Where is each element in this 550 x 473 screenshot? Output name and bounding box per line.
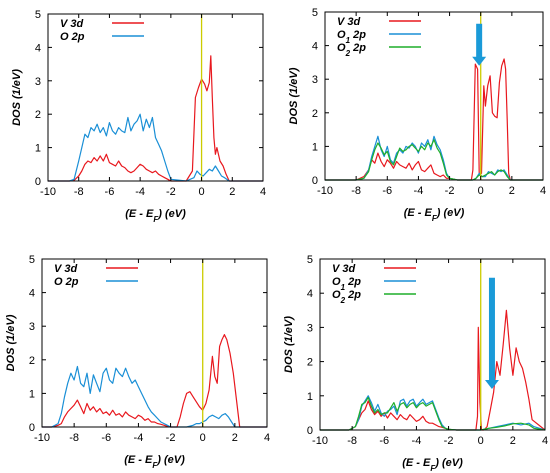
- legend-label-1: O 2p: [54, 276, 79, 288]
- y-tick-label: 2: [307, 357, 313, 369]
- y-tick-label: 5: [29, 254, 35, 266]
- y-tick-label: 1: [307, 391, 313, 403]
- series-line-0: [48, 55, 263, 182]
- y-tick-label: 3: [307, 322, 313, 334]
- x-tick-label: -6: [101, 432, 111, 444]
- legend-label-0: V 3d: [60, 18, 84, 30]
- x-tick-label: 4: [540, 185, 546, 197]
- series-line-2: [320, 396, 546, 431]
- y-tick-label: 3: [312, 74, 318, 86]
- x-axis-label: (E - EF) (eV): [402, 457, 463, 473]
- x-tick-label: -8: [351, 185, 361, 197]
- legend-label-0: V 3d: [337, 16, 361, 28]
- x-tick-label: 4: [542, 435, 548, 447]
- y-axis-label: DOS (1/eV): [5, 314, 17, 371]
- y-tick-label: 3: [29, 321, 35, 333]
- x-tick-label: -4: [134, 432, 144, 444]
- series-line-1: [48, 113, 263, 182]
- x-tick-label: -2: [166, 432, 176, 444]
- x-tick-label: -2: [166, 186, 176, 198]
- y-tick-label: 4: [35, 42, 41, 54]
- y-tick-label: 0: [35, 176, 41, 188]
- x-tick-label: -6: [105, 186, 115, 198]
- series-line-1: [320, 395, 546, 431]
- dos-panel-bottom-right: -10 -8 -6 -4 -2 0 2 4 0 1 2 3 4 5 (E - EF) (eV) DOS (1/…: [283, 254, 548, 473]
- y-axis-label: DOS (1/eV): [11, 69, 23, 126]
- y-tick-label: 0: [312, 175, 318, 187]
- x-tick-label: -4: [135, 186, 145, 198]
- y-axis-label: DOS (1/eV): [283, 316, 295, 373]
- x-tick-label: -8: [74, 186, 84, 198]
- down-arrow-head: [484, 379, 499, 389]
- x-tick-label: -10: [40, 186, 56, 198]
- x-tick-label: 0: [200, 432, 206, 444]
- x-tick-label: -10: [317, 185, 333, 197]
- legend-label-0: V 3d: [332, 263, 356, 275]
- dos-panel-top-right: -10 -8 -6 -4 -2 0 2 4 0 1 2 3 4 5 (E - EF) (eV) DOS (1/…: [288, 7, 546, 223]
- x-axis-label: (E - EF) (eV): [404, 207, 465, 223]
- y-tick-label: 0: [29, 422, 35, 434]
- y-axis-label: DOS (1/eV): [288, 67, 300, 124]
- legend-label-1: O1 2p: [337, 29, 366, 45]
- y-tick-label: 1: [35, 143, 41, 155]
- x-tick-label: -8: [69, 432, 79, 444]
- series-line-1: [42, 365, 267, 428]
- x-tick-label: -4: [412, 435, 422, 447]
- x-tick-label: -6: [382, 185, 392, 197]
- x-tick-label: 4: [264, 432, 270, 444]
- x-tick-label: -10: [312, 435, 328, 447]
- x-tick-label: 2: [232, 432, 238, 444]
- y-tick-label: 1: [29, 388, 35, 400]
- x-tick-label: -4: [414, 185, 424, 197]
- legend-label-2: O2 2p: [337, 42, 366, 58]
- x-tick-label: -6: [379, 435, 389, 447]
- plot-frame: [319, 258, 546, 431]
- x-tick-label: -8: [347, 435, 357, 447]
- x-tick-label: 2: [509, 185, 515, 197]
- down-arrow-head: [472, 56, 487, 66]
- x-tick-label: 0: [478, 435, 484, 447]
- plot-frame: [41, 258, 268, 428]
- legend-label-2: O2 2p: [332, 289, 361, 305]
- x-tick-label: 2: [229, 186, 235, 198]
- x-tick-label: 2: [510, 435, 516, 447]
- legend-label-1: O1 2p: [332, 276, 361, 292]
- y-tick-label: 5: [312, 7, 318, 19]
- dos-panel-top-left: -10 -8 -6 -4 -2 0 2 4 0 1 2 3 4 5 (E - EF) (eV) DOS (1/…: [11, 9, 266, 224]
- y-tick-label: 1: [312, 141, 318, 153]
- x-tick-label: -10: [34, 432, 50, 444]
- series-line-0: [42, 334, 267, 428]
- x-tick-label: -2: [444, 435, 454, 447]
- x-axis-label: (E - EF) (eV): [124, 454, 185, 470]
- y-tick-label: 5: [35, 9, 41, 21]
- y-tick-label: 0: [307, 425, 313, 437]
- series-line-0: [325, 58, 543, 181]
- y-tick-label: 4: [307, 288, 313, 300]
- y-tick-label: 3: [35, 76, 41, 88]
- y-tick-label: 4: [312, 41, 318, 53]
- x-tick-label: 0: [199, 186, 205, 198]
- y-tick-label: 2: [29, 355, 35, 367]
- x-axis-label: (E - EF) (eV): [125, 208, 186, 224]
- series-line-2: [325, 139, 543, 181]
- y-tick-label: 2: [35, 109, 41, 121]
- x-tick-label: -2: [445, 185, 455, 197]
- dos-panel-bottom-left: -10 -8 -6 -4 -2 0 2 4 0 1 2 3 4 5 (E - EF) (eV) DOS (1/…: [5, 254, 270, 470]
- x-tick-label: 0: [478, 185, 484, 197]
- series-line-0: [320, 309, 546, 431]
- legend-label-1: O 2p: [60, 31, 85, 43]
- legend-label-0: V 3d: [54, 263, 78, 275]
- plot-frame: [47, 13, 264, 182]
- y-tick-label: 5: [307, 254, 313, 266]
- y-tick-label: 4: [29, 288, 35, 300]
- y-tick-label: 2: [312, 108, 318, 120]
- plot-frame: [324, 11, 544, 181]
- x-tick-label: 4: [260, 186, 266, 198]
